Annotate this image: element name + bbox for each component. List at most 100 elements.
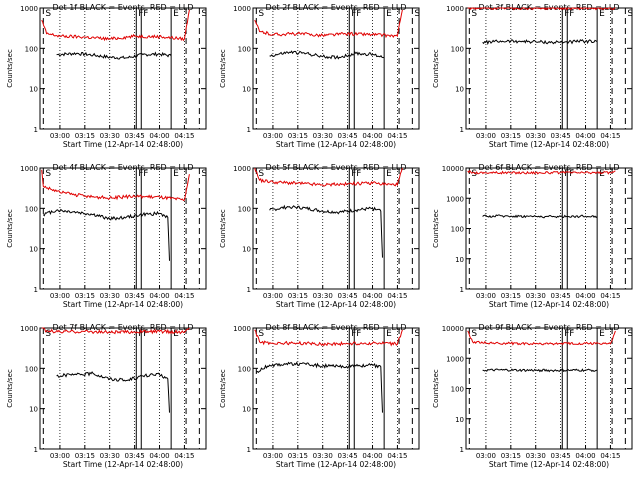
flag-label: S <box>627 9 633 19</box>
flag-label: E <box>599 9 605 19</box>
x-tick-label: 04:15 <box>387 132 407 140</box>
y-tick-label: 1000 <box>233 165 251 173</box>
plot-frame <box>252 7 420 130</box>
x-tick-label: 04:15 <box>387 452 407 460</box>
y-tick-label: 100 <box>238 45 251 53</box>
x-tick-label: 03:45 <box>125 132 145 140</box>
x-tick-label: 03:15 <box>288 452 308 460</box>
x-tick-label: 03:00 <box>476 292 496 300</box>
x-tick-label: 04:15 <box>174 132 194 140</box>
x-tick-label: 04:15 <box>600 132 620 140</box>
flag-label: E <box>599 329 605 339</box>
lld-series-line <box>467 169 616 175</box>
y-tick-label: 10000 <box>442 325 464 333</box>
x-tick-label: 04:00 <box>362 292 382 300</box>
x-axis-label: Start Time (12-Apr-14 02:48:00) <box>276 300 396 309</box>
plot-frame <box>39 167 207 290</box>
flag-label: S <box>45 329 51 339</box>
flag-label: S <box>201 9 207 19</box>
y-tick-label: 10 <box>242 86 251 94</box>
y-axis-label: Counts/sec <box>432 369 440 408</box>
x-tick-label: 03:00 <box>50 292 70 300</box>
plot-frame <box>252 167 420 290</box>
x-tick-label: 03:30 <box>526 292 546 300</box>
flag-label: S <box>258 169 264 179</box>
x-tick-label: 03:45 <box>338 292 358 300</box>
y-tick-label: 10 <box>455 256 464 264</box>
x-tick-label: 03:00 <box>263 292 283 300</box>
y-tick-label: 1 <box>34 126 38 134</box>
events-series-line <box>482 368 598 373</box>
flag-label: S <box>45 169 51 179</box>
events-series-line <box>482 39 598 46</box>
y-tick-label: 100 <box>451 45 464 53</box>
flag-label: E <box>173 169 179 179</box>
x-tick-label: 04:15 <box>387 292 407 300</box>
panel-9: Det 9f BLACK = Events, RED = LLD11010010… <box>432 323 633 469</box>
x-tick-label: 03:30 <box>313 452 333 460</box>
flag-label: F <box>564 169 569 179</box>
x-tick-label: 04:00 <box>362 132 382 140</box>
events-series-line <box>269 204 383 258</box>
flag-label: F <box>564 329 569 339</box>
flag-label: F <box>569 329 574 339</box>
plot-frame <box>465 167 633 290</box>
flag-label: F <box>143 169 148 179</box>
flag-label: S <box>201 169 207 179</box>
x-tick-label: 03:30 <box>313 292 333 300</box>
lld-series-line <box>41 9 190 42</box>
x-tick-label: 04:00 <box>362 452 382 460</box>
panel-3: Det 3f BLACK = Events, RED = LLD11010010… <box>432 3 633 149</box>
y-axis-label: Counts/sec <box>6 369 14 408</box>
y-tick-label: 10 <box>455 86 464 94</box>
events-series-line <box>56 371 170 413</box>
flag-label: S <box>471 169 477 179</box>
y-tick-label: 1000 <box>233 5 251 13</box>
y-axis-label: Counts/sec <box>6 49 14 88</box>
y-tick-label: 1000 <box>233 325 251 333</box>
flag-label: F <box>351 169 356 179</box>
x-tick-label: 03:15 <box>75 452 95 460</box>
x-tick-label: 04:00 <box>575 132 595 140</box>
x-tick-label: 03:15 <box>288 292 308 300</box>
flag-label: F <box>138 329 143 339</box>
y-tick-label: 100 <box>25 205 38 213</box>
flag-label: F <box>356 329 361 339</box>
lld-series-line <box>41 169 190 202</box>
y-tick-label: 10 <box>29 86 38 94</box>
flag-label: E <box>386 329 392 339</box>
flag-label: S <box>471 9 477 19</box>
flag-label: F <box>356 9 361 19</box>
lld-series-line <box>41 327 190 335</box>
panel-7: Det 7f BLACK = Events, RED = LLD11010010… <box>6 323 207 469</box>
x-axis-label: Start Time (12-Apr-14 02:48:00) <box>276 460 396 469</box>
x-tick-label: 04:15 <box>600 452 620 460</box>
flag-label: F <box>143 329 148 339</box>
panel-6: Det 6f BLACK = Events, RED = LLD11010010… <box>432 163 633 309</box>
y-tick-label: 100 <box>238 205 251 213</box>
panel-4: Det 4f BLACK = Events, RED = LLD11010010… <box>6 163 207 309</box>
y-tick-label: 100 <box>451 386 464 394</box>
y-axis-label: Counts/sec <box>432 209 440 248</box>
y-tick-label: 10 <box>29 246 38 254</box>
x-tick-label: 03:00 <box>476 132 496 140</box>
flag-label: E <box>386 9 392 19</box>
y-tick-label: 100 <box>451 226 464 234</box>
y-tick-label: 1 <box>247 446 251 454</box>
panel-8: Det 8f BLACK = Events, RED = LLD11010010… <box>219 323 420 469</box>
y-tick-label: 10 <box>29 406 38 414</box>
flag-label: F <box>351 9 356 19</box>
x-tick-label: 03:30 <box>100 452 120 460</box>
x-tick-label: 04:00 <box>575 292 595 300</box>
x-tick-label: 03:00 <box>50 132 70 140</box>
x-tick-label: 03:30 <box>100 132 120 140</box>
x-tick-label: 04:00 <box>149 292 169 300</box>
x-tick-label: 03:15 <box>501 452 521 460</box>
plot-frame <box>39 327 207 450</box>
y-axis-label: Counts/sec <box>219 369 227 408</box>
y-tick-label: 100 <box>25 45 38 53</box>
lld-series-line <box>467 330 616 346</box>
y-tick-label: 10 <box>242 406 251 414</box>
x-axis-label: Start Time (12-Apr-14 02:48:00) <box>489 300 609 309</box>
